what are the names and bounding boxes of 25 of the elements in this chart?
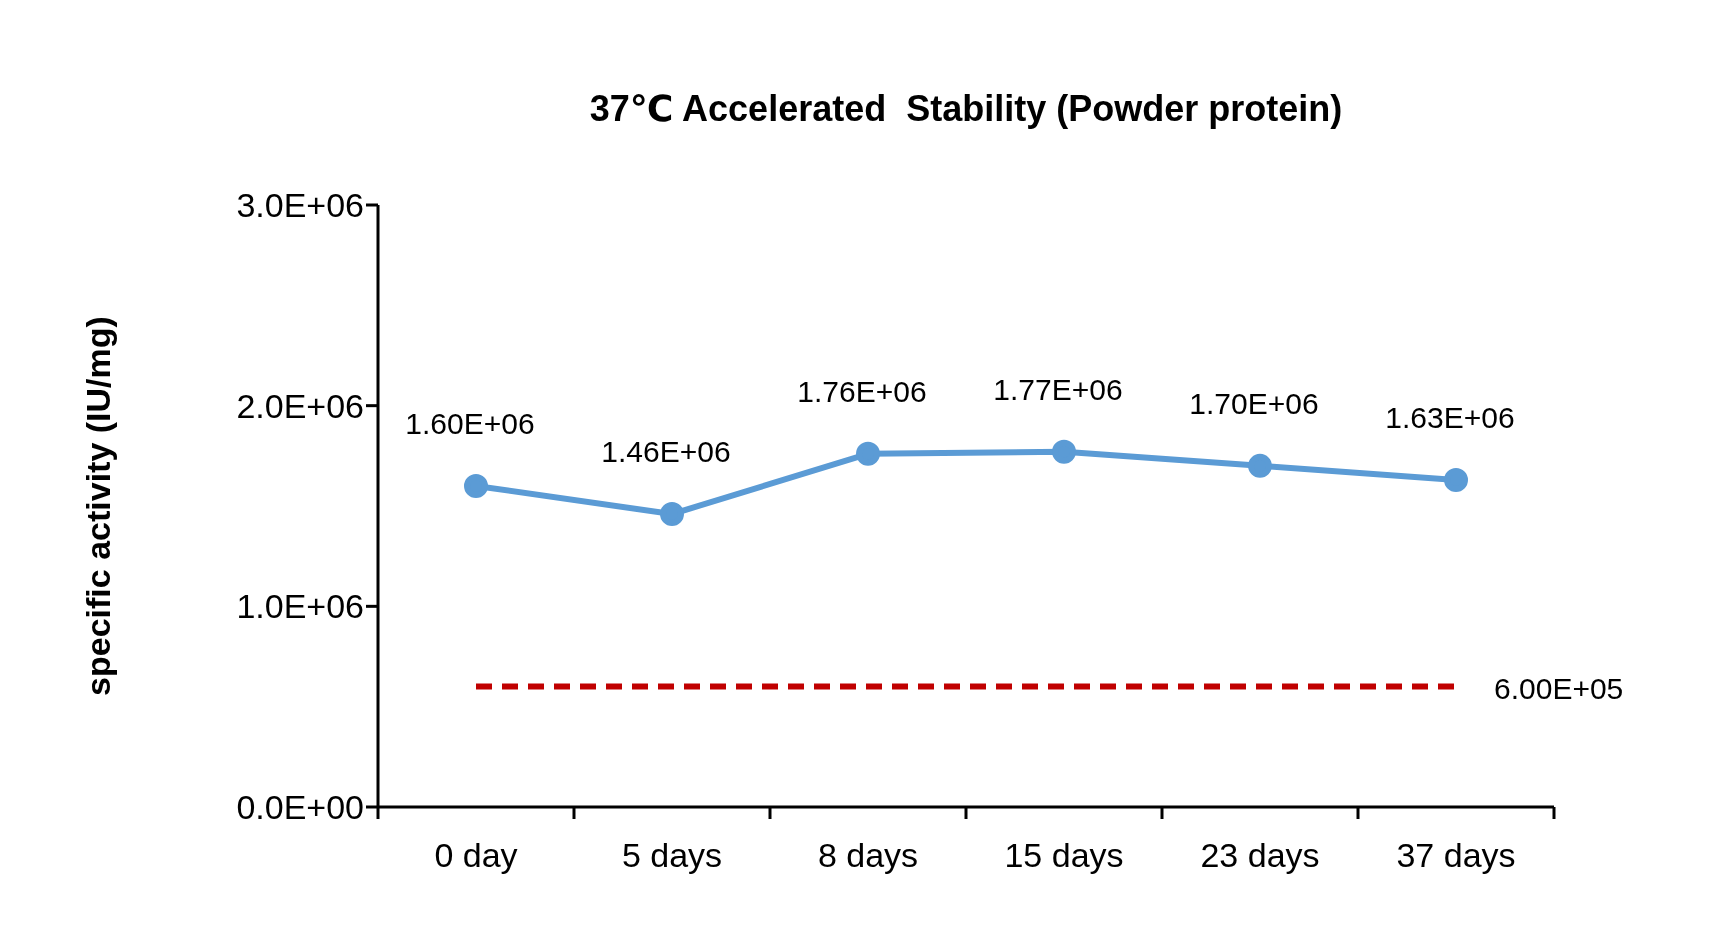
- y-axis-title: specific activity (IU/mg): [79, 316, 118, 696]
- y-tick-label: 2.0E+06: [236, 386, 364, 425]
- x-tick-label: 37 days: [1396, 836, 1516, 874]
- data-label: 1.76E+06: [797, 374, 927, 408]
- y-tick-label: 0.0E+00: [236, 788, 364, 827]
- y-tick-label: 3.0E+06: [236, 186, 364, 225]
- x-tick-label: 0 day: [434, 836, 518, 874]
- data-label: 6.00E+05: [1494, 671, 1624, 705]
- data-label: 1.63E+06: [1385, 400, 1515, 434]
- point: [660, 502, 684, 527]
- x-tick-label: 15 days: [1004, 836, 1124, 874]
- x-tick-label: 5 days: [621, 836, 723, 874]
- y-tick-label: 1.0E+06: [236, 587, 364, 626]
- point: [856, 441, 880, 466]
- data-label: 1.77E+06: [993, 372, 1123, 406]
- point: [1052, 439, 1076, 464]
- point: [1248, 453, 1272, 478]
- point: [1444, 467, 1468, 492]
- point: [464, 473, 488, 498]
- data-label: 1.70E+06: [1189, 386, 1319, 420]
- chart-title: 37℃ Accelerated Stability (Powder protein): [588, 88, 1344, 130]
- data-label: 1.46E+06: [601, 435, 731, 469]
- x-tick-label: 8 days: [817, 836, 919, 874]
- x-tick-label: 23 days: [1200, 836, 1320, 874]
- data-label: 1.60E+06: [405, 406, 535, 440]
